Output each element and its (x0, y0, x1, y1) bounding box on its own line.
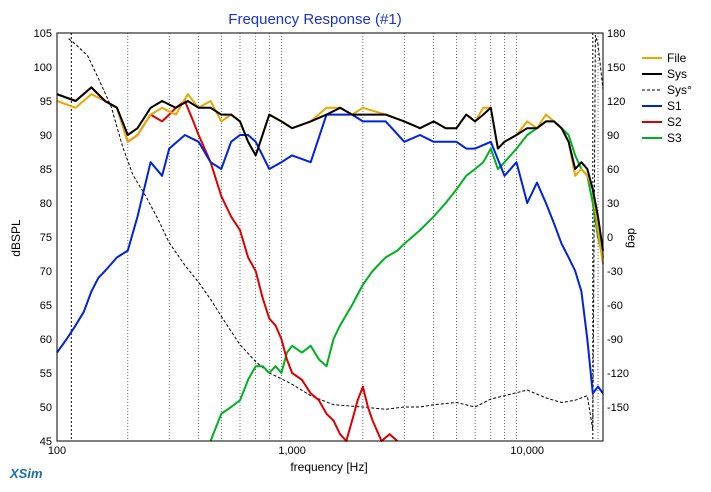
y2-tick-label: 30 (607, 198, 619, 210)
legend-label-s1: S1 (667, 99, 682, 113)
y2-tick-label: -150 (607, 402, 629, 414)
y-tick-label: 60 (40, 334, 52, 346)
y-tick-label: 80 (40, 198, 52, 210)
y2-tick-label: -60 (607, 300, 623, 312)
y2-tick-label: 0 (607, 232, 613, 244)
xsim-logo-text: XSim (9, 466, 43, 481)
y-tick-label: 45 (40, 436, 52, 448)
series-line-file (56, 93, 604, 265)
y-tick-label: 95 (40, 96, 52, 108)
legend-label-s2: S2 (667, 115, 682, 129)
y2-tick-label: 90 (607, 130, 619, 142)
y2-tick-label: -30 (607, 266, 623, 278)
y-tick-label: 75 (40, 232, 52, 244)
x-axis-label: frequency [Hz] (290, 460, 367, 474)
y2-tick-label: 150 (607, 62, 625, 74)
legend-label-s3: S3 (667, 131, 682, 145)
y-tick-label: 65 (40, 300, 52, 312)
x-tick-label: 100 (48, 445, 66, 457)
legend: File Sys Sys° S1 S2 S3 (642, 51, 692, 145)
series-line-sys (56, 86, 604, 251)
legend-label-sys-phase: Sys° (667, 83, 692, 97)
y2-axis-label: deg (625, 228, 639, 248)
y2-tick-label: 120 (607, 96, 625, 108)
y-tick-label: 50 (40, 402, 52, 414)
series-line-s2 (56, 86, 398, 442)
y2-tick-label: -90 (607, 334, 623, 346)
y-tick-label: 90 (40, 130, 52, 142)
series-group (56, 34, 604, 442)
y-axis-label: dBSPL (9, 219, 23, 257)
grid (70, 33, 599, 441)
series-line-sys-phase (68, 34, 604, 431)
plot-frame (56, 32, 604, 442)
y2-tick-label: 60 (607, 164, 619, 176)
legend-label-sys: Sys (667, 67, 687, 81)
legend-label-file: File (667, 51, 687, 65)
y-tick-label: 70 (40, 266, 52, 278)
y2-tick-label: -120 (607, 368, 629, 380)
x-tick-label: 10,000 (510, 445, 544, 457)
chart-title: Frequency Response (#1) (228, 11, 401, 28)
y-tick-label: 105 (34, 28, 52, 40)
y-tick-label: 55 (40, 368, 52, 380)
axis-ticks: 45 50 55 60 65 70 75 80 85 90 95 100 105 -150 -120 -90 -… (34, 28, 629, 457)
y2-tick-label: 180 (607, 28, 625, 40)
y-tick-label: 85 (40, 164, 52, 176)
x-tick-label: 1,000 (278, 445, 306, 457)
y-tick-label: 100 (34, 62, 52, 74)
